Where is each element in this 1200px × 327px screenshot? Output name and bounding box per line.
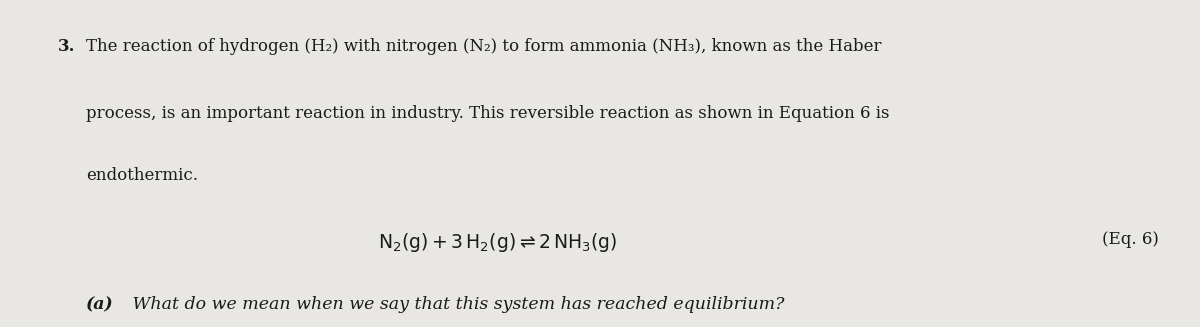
Text: 3.: 3. (58, 38, 76, 55)
Text: (a): (a) (86, 296, 114, 313)
Text: process, is an important reaction in industry. This reversible reaction as shown: process, is an important reaction in ind… (86, 105, 890, 122)
Text: $\mathrm{N_2(g) + 3\,H_2(g) \rightleftharpoons 2\,NH_3(g)}$: $\mathrm{N_2(g) + 3\,H_2(g) \rightleftha… (378, 231, 618, 253)
Text: endothermic.: endothermic. (86, 167, 198, 184)
Text: What do we mean when we say that this system has reached equilibrium?: What do we mean when we say that this sy… (127, 296, 785, 313)
Text: (Eq. 6): (Eq. 6) (1102, 231, 1158, 248)
Text: The reaction of hydrogen (H₂) with nitrogen (N₂) to form ammonia (NH₃), known as: The reaction of hydrogen (H₂) with nitro… (86, 38, 882, 55)
